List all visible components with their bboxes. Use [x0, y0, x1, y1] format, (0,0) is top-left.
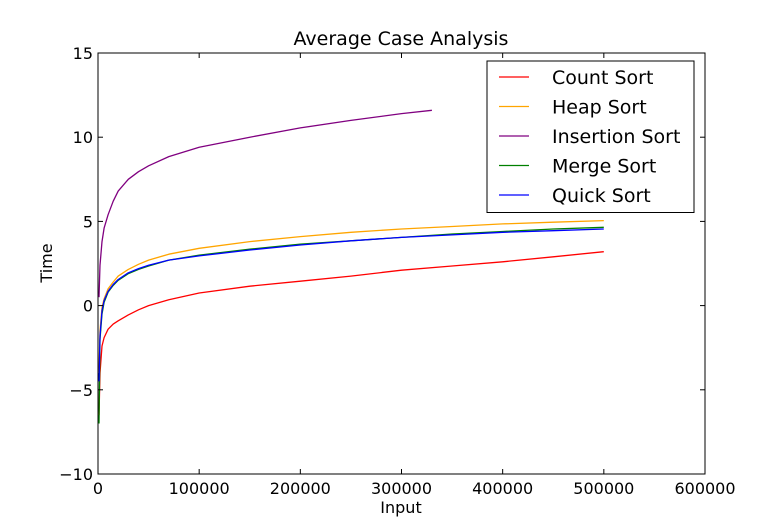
series-lines [98, 109, 604, 424]
x-axis-label: Input [380, 498, 421, 517]
series-line-insertion-sort [98, 109, 432, 298]
legend-label-merge-sort: Merge Sort [552, 156, 656, 178]
legend: Count Sort Heap Sort Insertion Sort Merge S… [486, 60, 695, 213]
legend-label-insertion-sort: Insertion Sort [552, 126, 680, 148]
y-tick-label: 5 [83, 212, 93, 231]
series-line-count-sort [98, 251, 604, 416]
series-line-heap-sort [98, 219, 604, 374]
x-tick-label: 400000 [472, 479, 533, 498]
x-tick-label: 200000 [270, 479, 331, 498]
y-tick-label: −10 [59, 465, 93, 484]
y-tick-label: 15 [73, 44, 93, 63]
legend-label-heap-sort: Heap Sort [552, 97, 647, 119]
axis-ticks: 0 100000 200000 300000 400000 500000 600000 −10… [59, 44, 735, 498]
legend-label-count-sort: Count Sort [552, 67, 653, 89]
y-tick-label: 0 [83, 297, 93, 316]
x-tick-label: 300000 [371, 479, 432, 498]
legend-label-quick-sort: Quick Sort [552, 185, 651, 207]
x-tick-label: 100000 [169, 479, 230, 498]
legend-box [486, 60, 695, 213]
series-line-quick-sort [98, 228, 604, 382]
x-tick-label: 0 [93, 479, 103, 498]
chart-title: Average Case Analysis [294, 28, 509, 50]
x-tick-label: 500000 [573, 479, 634, 498]
y-tick-label: −5 [69, 381, 93, 400]
y-axis-label: Time [37, 243, 56, 283]
y-tick-label: 10 [73, 128, 93, 147]
x-tick-label: 600000 [674, 479, 735, 498]
